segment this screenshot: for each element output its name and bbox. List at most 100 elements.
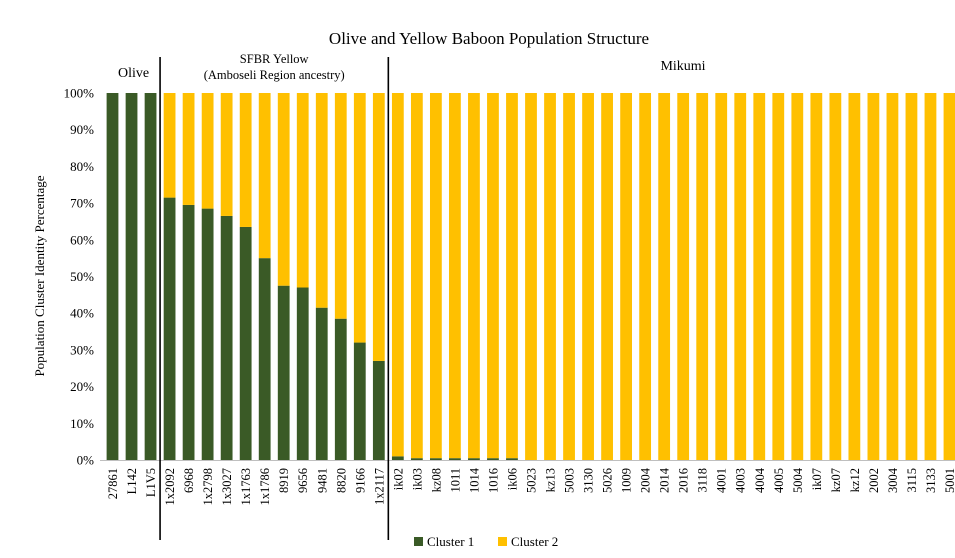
bar-cluster-1 <box>353 342 366 460</box>
bar-cluster-1 <box>220 215 233 460</box>
bar-cluster-2 <box>582 93 594 460</box>
bar-cluster-1 <box>487 458 499 460</box>
bar-cluster-2 <box>468 93 480 459</box>
x-tick-label: 1011 <box>448 468 462 493</box>
x-tick-label: 1016 <box>486 468 500 493</box>
x-tick-label: kz13 <box>544 468 558 492</box>
bar-cluster-1 <box>372 360 385 460</box>
bar-cluster-2 <box>848 93 861 460</box>
x-tick-label: kz07 <box>829 468 843 492</box>
y-tick-label: 60% <box>70 232 94 247</box>
bar-cluster-1 <box>258 258 271 460</box>
x-tick-label: ik06 <box>505 468 519 490</box>
y-tick-label: 30% <box>70 342 94 357</box>
x-tick-label: 5004 <box>791 467 805 493</box>
bar-cluster-2 <box>277 93 290 286</box>
bar-cluster-1 <box>163 197 176 460</box>
x-tick-label: 1x2092 <box>163 468 177 506</box>
x-tick-label: 4001 <box>715 468 729 493</box>
y-tick-label: 100% <box>64 86 95 101</box>
y-axis-label: Population Cluster Identity Percentage <box>32 175 47 376</box>
x-tick-label: 1x1786 <box>258 468 272 506</box>
y-tick-label: 50% <box>70 269 94 284</box>
x-tick-label: 3118 <box>696 468 710 493</box>
bar-cluster-1 <box>296 287 309 460</box>
bar-cluster-2 <box>924 93 937 460</box>
bar-cluster-1 <box>429 458 442 460</box>
bar-cluster-2 <box>391 93 404 457</box>
bar-cluster-2 <box>886 93 899 460</box>
y-tick-label: 20% <box>70 379 94 394</box>
bar-cluster-2 <box>410 93 423 459</box>
y-tick-label: 90% <box>70 122 94 137</box>
x-tick-label: 9166 <box>353 468 367 493</box>
bar-cluster-2 <box>201 93 214 209</box>
x-tick-label: 1014 <box>467 467 481 493</box>
bar-cluster-2 <box>449 93 461 459</box>
x-tick-labels: 27861 L142 L1V5 1x2092 6968 1x2798 1x3027 1x176… <box>106 467 955 505</box>
bar-cluster-2 <box>753 93 766 460</box>
bar-cluster-2 <box>334 93 347 319</box>
x-tick-label: 1009 <box>620 468 634 493</box>
bar-cluster-2 <box>372 93 385 361</box>
x-tick-label: 5023 <box>525 468 539 493</box>
bar-cluster-1 <box>410 458 423 460</box>
x-tick-label: 3130 <box>582 468 596 493</box>
x-tick-label: L1V5 <box>144 468 158 497</box>
bar-cluster-2 <box>429 93 442 459</box>
x-tick-label: 9481 <box>315 468 329 493</box>
x-tick-label: 1x1763 <box>239 468 253 506</box>
y-tick-label: 10% <box>70 416 94 431</box>
bar-cluster-2 <box>601 93 613 460</box>
bar-cluster-2 <box>525 93 537 460</box>
x-tick-label: 5026 <box>601 468 615 493</box>
x-tick-label: 3004 <box>886 467 900 493</box>
x-tick-label: ik03 <box>410 468 424 490</box>
x-tick-label: 2016 <box>677 468 691 493</box>
x-tick-label: kz08 <box>429 468 443 492</box>
bar-cluster-2 <box>943 93 955 460</box>
group-label: Olive <box>118 66 149 81</box>
bar-cluster-2 <box>772 93 785 460</box>
bar-cluster-2 <box>544 93 556 460</box>
bar-cluster-2 <box>810 93 823 460</box>
bar-cluster-2 <box>791 93 804 460</box>
legend-label: Cluster 2 <box>511 534 558 549</box>
x-tick-label: 1x2117 <box>372 468 386 505</box>
bar-cluster-2 <box>905 93 918 460</box>
bar-cluster-2 <box>296 93 309 288</box>
bar-cluster-1 <box>125 93 138 460</box>
bar-cluster-1 <box>334 318 347 460</box>
bar-cluster-2 <box>220 93 233 216</box>
bars <box>106 93 955 460</box>
bar-cluster-1 <box>449 458 461 460</box>
x-tick-label: 8919 <box>277 468 291 493</box>
x-tick-label: 3133 <box>924 468 938 493</box>
x-tick-label: 1x2798 <box>201 468 215 506</box>
legend-label: Cluster 1 <box>427 534 474 549</box>
y-tick-label: 80% <box>70 159 94 174</box>
x-tick-label: 5003 <box>563 468 577 493</box>
chart-title: Olive and Yellow Baboon Population Struc… <box>329 29 649 48</box>
bar-cluster-2 <box>829 93 842 460</box>
x-tick-label: 5001 <box>943 468 955 493</box>
bar-cluster-1 <box>201 208 214 460</box>
y-tick-label: 40% <box>70 306 94 321</box>
bar-cluster-2 <box>506 93 518 459</box>
y-tick-labels: 0% 10% 20% 30% 40% 50% 60% 70% 80% 90% 100% <box>64 86 95 468</box>
x-tick-label: ik07 <box>810 468 824 490</box>
x-tick-label: 27861 <box>106 468 120 499</box>
bar-cluster-1 <box>506 458 518 460</box>
bar-cluster-2 <box>487 93 499 459</box>
x-tick-label: 4003 <box>734 468 748 493</box>
bar-cluster-2 <box>563 93 575 460</box>
bar-cluster-2 <box>315 93 328 308</box>
group-sublabel: (Amboseli Region ancestry) <box>204 68 345 82</box>
y-tick-label: 70% <box>70 196 94 211</box>
bar-cluster-1 <box>144 93 157 460</box>
bar-cluster-2 <box>715 93 728 460</box>
bar-cluster-2 <box>353 93 366 343</box>
group-label: SFBR Yellow <box>240 52 309 66</box>
x-tick-label: 2014 <box>658 467 672 493</box>
